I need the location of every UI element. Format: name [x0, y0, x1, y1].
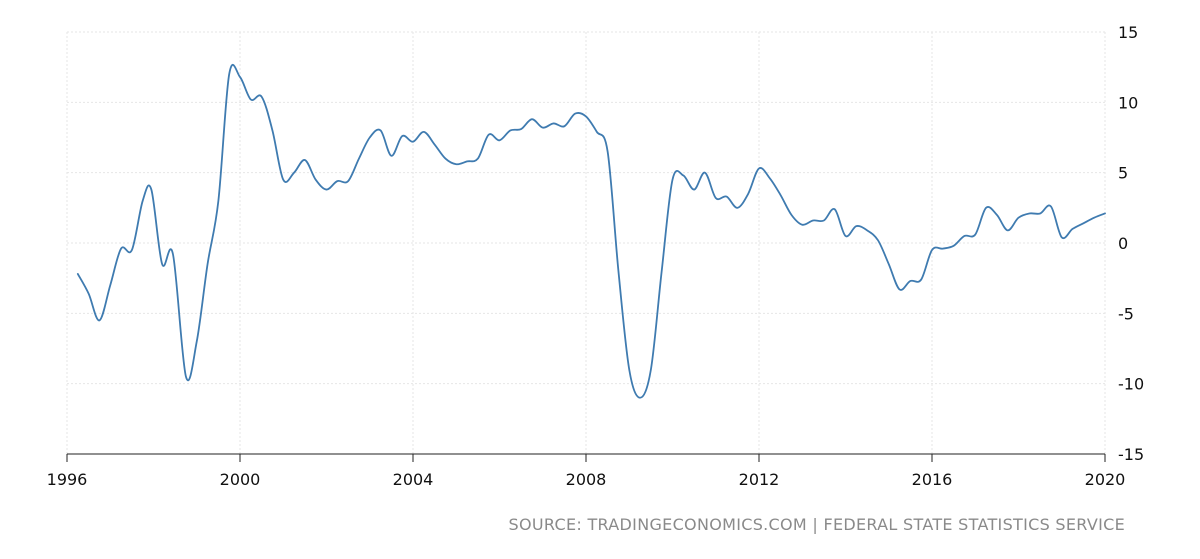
y-axis-tick-labels: 15 10 5 0 -5 -10 -15 [1118, 23, 1144, 464]
y-tick-label: 0 [1118, 234, 1128, 253]
y-tick-label: 10 [1118, 93, 1138, 112]
source-attribution: SOURCE: TRADINGECONOMICS.COM | FEDERAL S… [508, 515, 1125, 534]
x-tick-label: 2000 [220, 470, 261, 489]
y-tick-label: 15 [1118, 23, 1138, 42]
series-layer [76, 64, 1106, 399]
y-tick-label: -5 [1118, 304, 1134, 323]
series-line [76, 64, 1106, 399]
x-tick-label: 2020 [1085, 470, 1126, 489]
y-tick-label: 5 [1118, 164, 1128, 183]
x-axis-tick-labels: 1996 2000 2004 2008 2012 2016 2020 [47, 470, 1126, 489]
y-tick-label: -15 [1118, 445, 1144, 464]
axes [66, 453, 1106, 462]
x-tick-label: 2016 [912, 470, 953, 489]
x-tick-label: 2008 [566, 470, 607, 489]
x-tick-label: 1996 [47, 470, 88, 489]
x-tick-label: 2012 [739, 470, 780, 489]
y-tick-label: -10 [1118, 375, 1144, 394]
x-tick-label: 2004 [393, 470, 434, 489]
grid-lines [66, 31, 1106, 454]
